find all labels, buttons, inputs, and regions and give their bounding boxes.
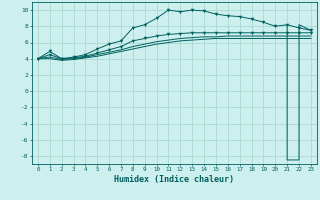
X-axis label: Humidex (Indice chaleur): Humidex (Indice chaleur)	[115, 175, 234, 184]
